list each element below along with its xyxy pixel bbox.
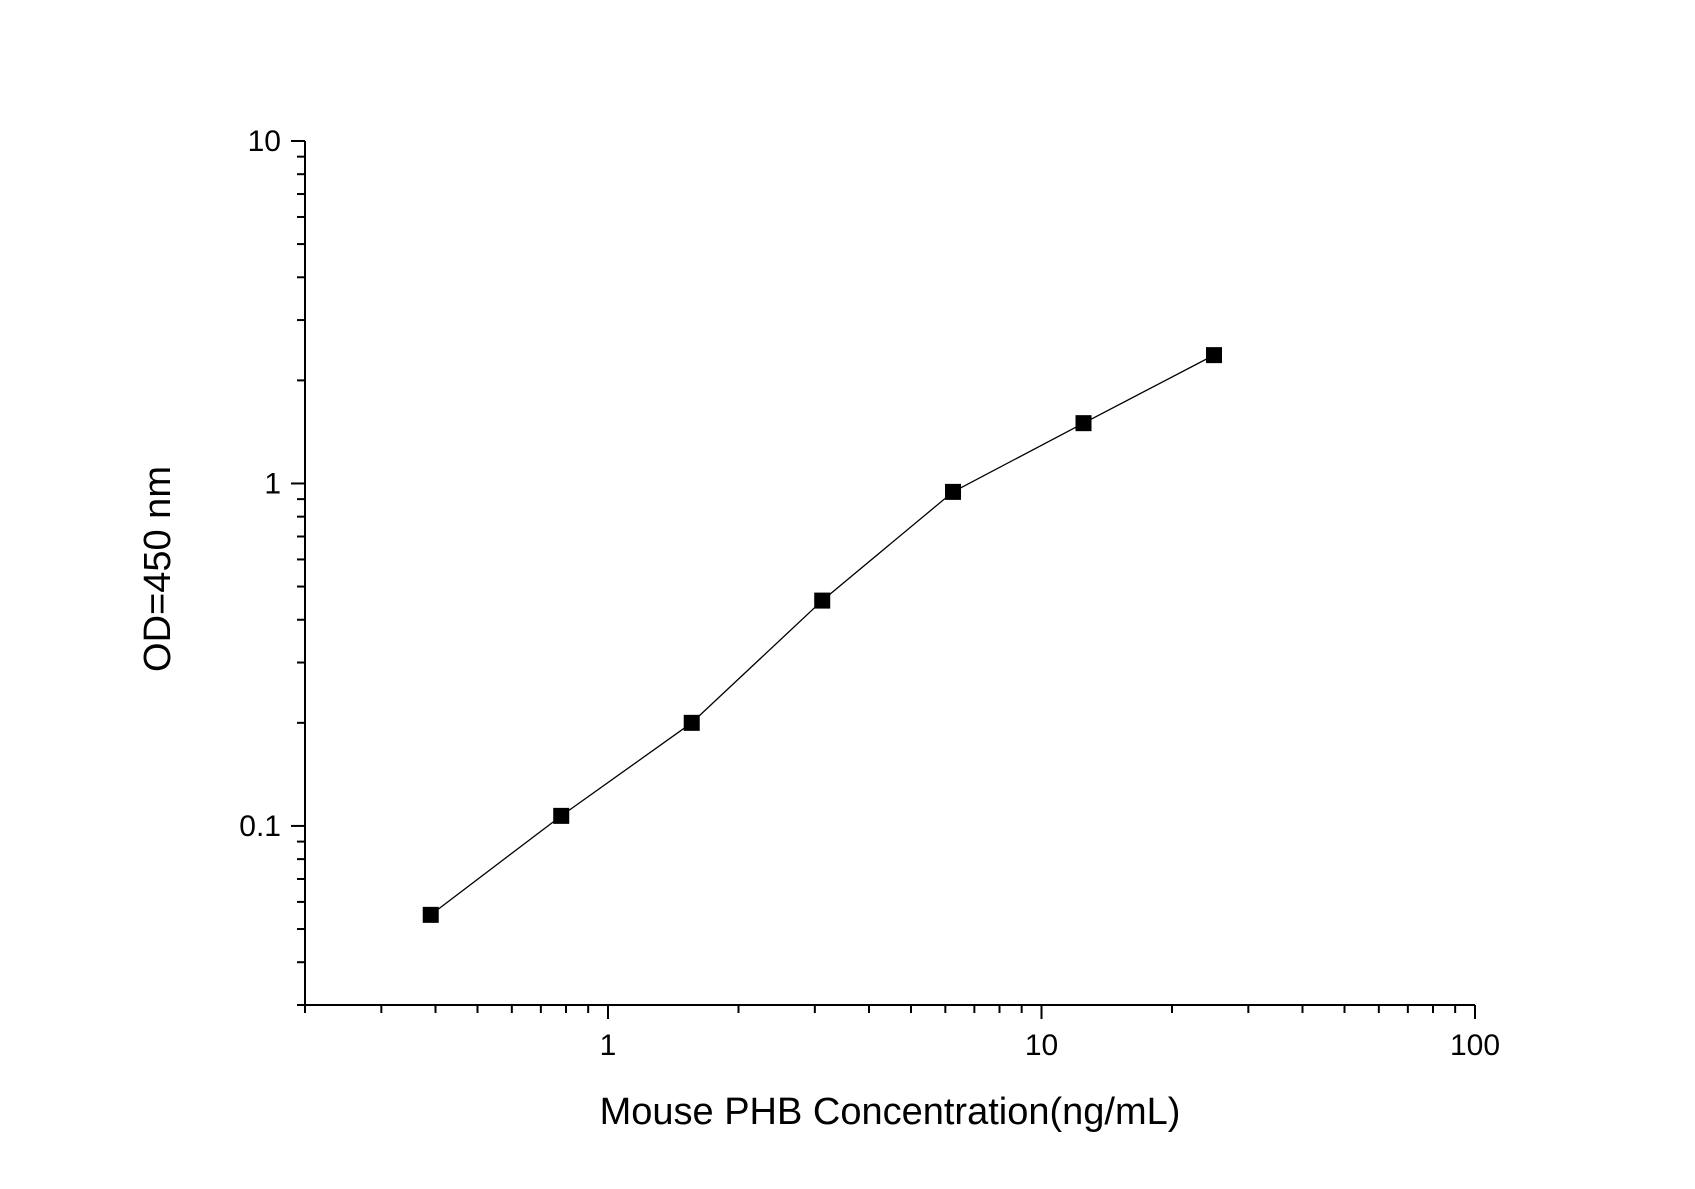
data-point-marker [1075, 415, 1092, 432]
y-ticks: 0.1 1 10 [239, 125, 305, 1006]
x-tick-label: 100 [1450, 1029, 1500, 1062]
y-tick-label: 0.1 [239, 810, 281, 843]
data-point-marker [1206, 347, 1223, 364]
x-axis-title: Mouse PHB Concentration(ng/mL) [600, 1091, 1181, 1133]
plot-area [422, 347, 1223, 923]
x-ticks: 1 10 100 [304, 1005, 1500, 1062]
series-line [430, 354, 1215, 916]
y-tick-label: 1 [264, 467, 281, 500]
axes [304, 141, 1475, 1006]
data-point-marker [422, 906, 439, 923]
data-point-marker [945, 483, 962, 500]
y-axis-title: OD=450 nm [137, 466, 179, 672]
y-tick-label: 10 [248, 125, 281, 158]
data-point-marker [814, 592, 831, 609]
data-point-marker [683, 714, 700, 731]
x-tick-label: 10 [1025, 1029, 1058, 1062]
data-point-marker [553, 807, 570, 824]
x-tick-label: 1 [600, 1029, 617, 1062]
